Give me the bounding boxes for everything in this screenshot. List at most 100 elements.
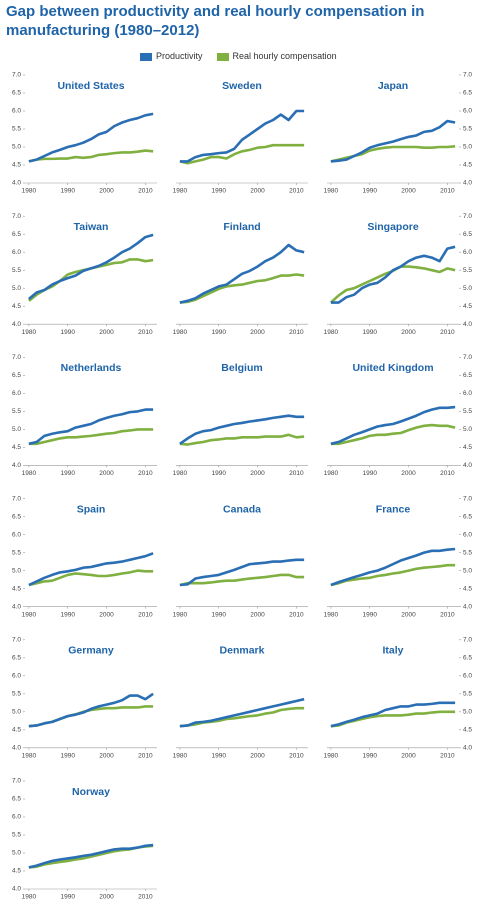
panel-title: Singapore (367, 221, 419, 233)
x-tick-label: 2000 (250, 329, 265, 336)
y-tick-label: 5.0 (463, 709, 472, 716)
panel-title: Spain (77, 503, 106, 515)
x-tick-label: 2000 (401, 329, 416, 336)
panel-title: Sweden (222, 80, 262, 92)
x-tick-label: 1990 (60, 188, 75, 195)
y-tick-label: 4.5 (12, 162, 21, 169)
panel-title: Denmark (220, 645, 265, 657)
chart-title: Gap between productivity and real hourly… (6, 3, 425, 39)
series-line (179, 109, 305, 163)
panel-title: United States (57, 80, 124, 92)
y-tick-label: 6.0 (12, 673, 21, 680)
x-tick-label: 1990 (211, 753, 226, 760)
y-tick-label: 6.5 (12, 513, 21, 520)
y-tick-label: 5.0 (463, 144, 472, 151)
y-tick-label: 4.5 (463, 303, 472, 310)
y-tick-label: 4.5 (12, 727, 21, 734)
y-tick-label: 5.5 (12, 408, 21, 415)
series-line (179, 558, 305, 587)
x-tick-label: 2010 (138, 611, 153, 618)
y-tick-label: 5.0 (12, 567, 21, 574)
y-tick-label: 7.0 (12, 637, 21, 644)
panel-title: Taiwan (74, 221, 109, 233)
x-tick-label: 2000 (99, 753, 114, 760)
series-line (28, 569, 154, 587)
x-tick-label: 2010 (440, 188, 455, 195)
y-tick-label: 5.0 (463, 426, 472, 433)
x-tick-label: 2000 (401, 611, 416, 618)
panel-title: United Kingdom (352, 362, 433, 374)
x-tick-label: 2000 (99, 611, 114, 618)
series-line (179, 697, 305, 728)
x-tick-label: 1990 (362, 611, 377, 618)
y-tick-label: 7.0 (12, 778, 21, 785)
x-tick-label: 2000 (250, 611, 265, 618)
series-line (179, 143, 305, 165)
y-tick-label: 5.0 (463, 567, 472, 574)
legend-swatch (140, 52, 152, 61)
x-tick-label: 2010 (289, 329, 304, 336)
y-tick-label: 5.0 (12, 850, 21, 857)
series-line (330, 405, 456, 446)
series-line (28, 258, 154, 302)
x-tick-label: 1990 (211, 611, 226, 618)
y-tick-label: 5.5 (12, 832, 21, 839)
y-tick-label: 4.0 (463, 603, 472, 610)
x-tick-label: 1980 (173, 188, 188, 195)
y-tick-label: 5.0 (12, 709, 21, 716)
y-tick-label: 6.0 (463, 673, 472, 680)
panel-title: Finland (223, 221, 260, 233)
y-tick-label: 7.0 (463, 637, 472, 644)
y-tick-label: 6.5 (463, 513, 472, 520)
x-tick-label: 2010 (138, 753, 153, 760)
x-tick-label: 2010 (138, 470, 153, 477)
y-tick-label: 4.5 (463, 585, 472, 592)
y-tick-label: 4.0 (12, 180, 21, 187)
y-tick-label: 7.0 (463, 213, 472, 220)
y-tick-label: 7.0 (12, 354, 21, 361)
x-tick-label: 2010 (138, 329, 153, 336)
y-tick-label: 4.5 (463, 444, 472, 451)
y-tick-label: 4.5 (463, 162, 472, 169)
y-tick-label: 4.0 (463, 745, 472, 752)
x-tick-label: 2010 (138, 188, 153, 195)
x-tick-label: 1990 (362, 470, 377, 477)
x-tick-label: 2010 (440, 329, 455, 336)
x-tick-label: 1980 (173, 329, 188, 336)
x-tick-label: 1990 (362, 329, 377, 336)
y-tick-label: 6.5 (463, 231, 472, 238)
series-line (179, 414, 305, 445)
panel-title: France (376, 503, 411, 515)
x-tick-label: 1990 (60, 329, 75, 336)
y-tick-label: 6.0 (12, 108, 21, 115)
y-tick-label: 6.5 (12, 231, 21, 238)
x-tick-label: 1990 (362, 188, 377, 195)
legend-label: Productivity (156, 51, 203, 61)
y-tick-label: 4.0 (12, 462, 21, 469)
y-tick-label: 6.0 (12, 390, 21, 397)
series-line (28, 149, 154, 163)
x-tick-label: 2000 (99, 329, 114, 336)
series-line (28, 692, 154, 728)
y-tick-label: 7.0 (12, 495, 21, 502)
x-tick-label: 1990 (211, 329, 226, 336)
x-tick-label: 2000 (99, 470, 114, 477)
series-line (179, 243, 305, 304)
y-tick-label: 6.0 (12, 814, 21, 821)
x-tick-label: 2010 (138, 894, 153, 901)
y-tick-label: 6.0 (12, 249, 21, 256)
x-tick-label: 2010 (440, 611, 455, 618)
y-tick-label: 4.5 (12, 585, 21, 592)
x-tick-label: 1980 (324, 753, 339, 760)
x-tick-label: 1980 (324, 470, 339, 477)
series-line (330, 701, 456, 728)
panel-title: Italy (382, 645, 403, 657)
panel-title: Norway (72, 786, 110, 798)
x-tick-label: 2000 (250, 188, 265, 195)
x-tick-label: 1990 (211, 188, 226, 195)
series-line (330, 119, 456, 163)
y-tick-label: 4.5 (12, 444, 21, 451)
y-tick-label: 4.5 (12, 303, 21, 310)
